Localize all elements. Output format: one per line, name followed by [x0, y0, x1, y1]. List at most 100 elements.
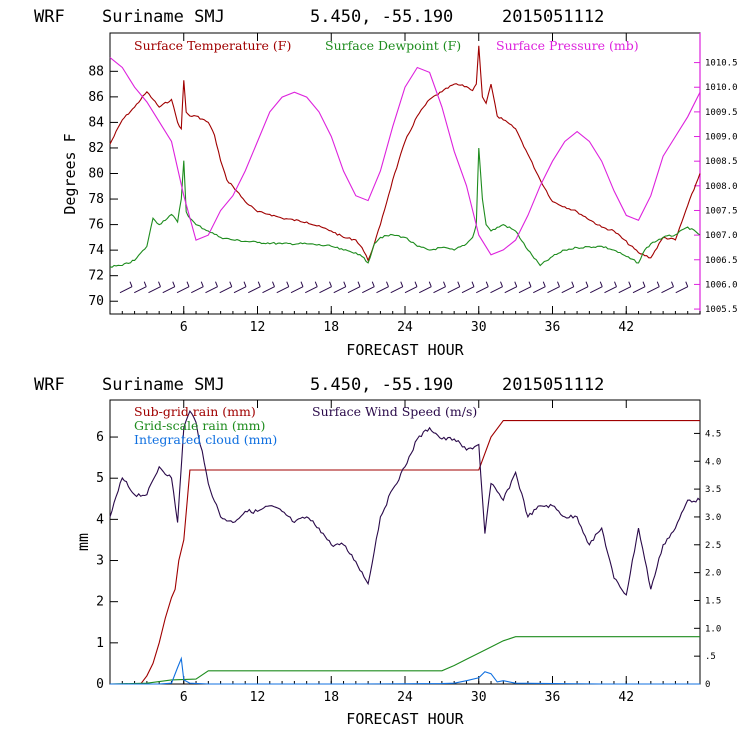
- precipitation-ytick-label: 3: [96, 554, 104, 569]
- temperature-y2tick-label: 1007.0: [705, 231, 738, 241]
- wind-barb: [675, 281, 689, 294]
- wind-barb: [262, 281, 275, 294]
- precipitation-y2tick-label: .5: [705, 652, 716, 662]
- bottom-header: WRF Suriname SMJ 5.450, -55.190 20150511…: [34, 375, 604, 395]
- top-header: WRF Suriname SMJ 5.450, -55.190 20150511…: [34, 7, 604, 27]
- wind-barb: [148, 281, 161, 294]
- wind-barb: [376, 281, 389, 294]
- temperature-xtick-label: 24: [397, 320, 413, 335]
- temperature-y2tick-label: 1010.0: [705, 83, 738, 93]
- temperature-xtick-label: 42: [618, 320, 634, 335]
- temperature-ytick-label: 80: [88, 167, 104, 182]
- wind-barb: [419, 281, 432, 294]
- precipitation-xtick-label: 18: [323, 690, 339, 705]
- temperature-ytick-label: 78: [88, 192, 104, 207]
- precipitation-y2tick-label: 1.5: [705, 596, 721, 606]
- wind-barb: [447, 281, 461, 294]
- legend-surface-dewpoint: Surface Dewpoint (F): [325, 38, 461, 53]
- wind-barb: [119, 281, 133, 294]
- temperature-series-surface-dewpoint: [109, 147, 701, 268]
- temperature-ytick-label: 82: [88, 141, 104, 156]
- legend-integrated-cloud: Integrated cloud (mm): [134, 432, 277, 447]
- wind-barb: [561, 281, 575, 294]
- precipitation-y2tick-label: 3.0: [705, 513, 721, 523]
- wind-barb: [618, 281, 632, 294]
- top-header-coords: 5.450, -55.190: [310, 7, 453, 27]
- precipitation-ytick-label: 5: [96, 471, 104, 486]
- wind-barb: [276, 281, 290, 294]
- wind-barb: [248, 281, 261, 294]
- wind-barb: [305, 281, 318, 294]
- precipitation-ytick-label: 4: [96, 512, 104, 527]
- temperature-y2tick-label: 1008.5: [705, 157, 738, 167]
- legend-surface-wind-speed: Surface Wind Speed (m/s): [312, 404, 477, 419]
- legend-surface-pressure: Surface Pressure (mb): [496, 38, 639, 53]
- temperature-y-axis-label: Degrees F: [61, 133, 79, 214]
- temperature-y2tick-label: 1010.5: [705, 59, 738, 69]
- precipitation-panel: 6 12 18 24 30 36 4201234560.51.01.52.02.53.03.…: [74, 399, 721, 728]
- wind-barb: [134, 281, 147, 294]
- temperature-ytick-label: 76: [88, 218, 104, 233]
- temperature-xtick-label: 36: [545, 320, 561, 335]
- wind-barb: [319, 281, 332, 294]
- temperature-y2tick-label: 1005.5: [705, 305, 738, 315]
- wind-barb: [547, 281, 560, 294]
- wind-barb: [476, 281, 489, 294]
- precipitation-ytick-label: 1: [96, 636, 104, 651]
- temperature-y2tick-label: 1009.0: [705, 133, 738, 143]
- precipitation-xtick-label: 6: [180, 690, 188, 705]
- precipitation-y2tick-label: 4.5: [705, 429, 721, 439]
- wind-barb: [433, 281, 446, 294]
- top-header-location: Suriname SMJ: [102, 7, 225, 27]
- wind-barb: [191, 281, 204, 294]
- precipitation-xtick-label: 24: [397, 690, 413, 705]
- wind-barbs: [119, 281, 689, 294]
- temperature-ytick-label: 86: [88, 90, 104, 105]
- legend-sub-grid-rain: Sub-grid rain (mm): [134, 404, 256, 419]
- wind-barb: [647, 281, 660, 294]
- precipitation-xtick-label: 36: [545, 690, 561, 705]
- wind-barb: [533, 281, 546, 294]
- wind-barb: [661, 281, 674, 294]
- wind-barb: [504, 281, 518, 294]
- temperature-x-axis-label: FORECAST HOUR: [346, 341, 464, 359]
- wind-barb: [404, 281, 418, 294]
- top-header-model: WRF: [34, 7, 65, 27]
- wind-barb: [490, 281, 503, 294]
- precipitation-y2tick-label: 4.0: [705, 457, 721, 467]
- wind-barb: [632, 281, 646, 294]
- temperature-ytick-label: 70: [88, 294, 104, 309]
- wind-barb: [362, 281, 375, 294]
- temperature-series-surface-pressure: [109, 57, 701, 256]
- wind-barb: [176, 281, 190, 294]
- wind-barb: [233, 281, 247, 294]
- temperature-y2tick-label: 1006.5: [705, 256, 738, 266]
- precipitation-y2tick-label: 2.0: [705, 569, 721, 579]
- legend-grid-scale-rain: Grid-scale rain (mm): [134, 418, 265, 433]
- top-header-init-time: 2015051112: [502, 7, 604, 27]
- wind-barb: [290, 281, 304, 294]
- wind-barb: [518, 281, 532, 294]
- temperature-y2tick-label: 1009.5: [705, 108, 738, 118]
- bottom-header-model: WRF: [34, 375, 65, 395]
- precipitation-xtick-label: 12: [250, 690, 266, 705]
- legend-surface-temperature: Surface Temperature (F): [134, 38, 291, 53]
- temperature-ytick-label: 72: [88, 269, 104, 284]
- temperature-y2tick-label: 1007.5: [705, 206, 738, 216]
- precipitation-ytick-label: 6: [96, 430, 104, 445]
- precipitation-y2tick-label: 3.5: [705, 485, 721, 495]
- wind-barb: [590, 281, 603, 294]
- precipitation-y-axis-label: mm: [74, 533, 92, 551]
- temperature-panel: 6 12 18 24 30 36 42 70 72 74 76 78 80 82 84 86 88 1005.5 1…: [61, 32, 738, 359]
- temperature-xtick-label: 6: [180, 320, 188, 335]
- bottom-header-coords: 5.450, -55.190: [310, 375, 453, 395]
- temperature-y2tick-label: 1006.0: [705, 280, 738, 290]
- wind-barb: [205, 281, 218, 294]
- wind-barb: [604, 281, 617, 294]
- precipitation-y2tick-label: 1.0: [705, 624, 721, 634]
- wind-barb: [219, 281, 233, 294]
- temperature-plot-frame: [109, 32, 701, 315]
- wind-barb: [333, 281, 347, 294]
- precipitation-ytick-label: 2: [96, 595, 104, 610]
